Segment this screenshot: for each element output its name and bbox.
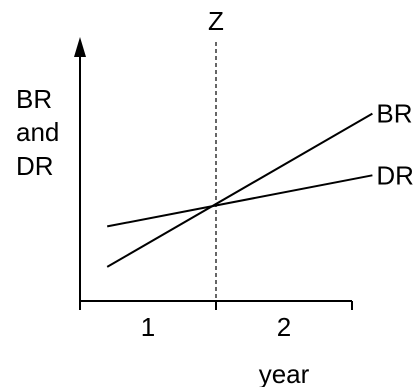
y-axis-label-line-3: DR: [16, 151, 54, 181]
y-axis-arrowhead: [74, 37, 86, 57]
x-axis-label: year: [259, 359, 310, 387]
y-axis-label-line-1: BR: [16, 84, 52, 114]
text-layer: Z BR and DR 1 2 year BR DR: [16, 6, 414, 387]
x-tick-label-1: 1: [141, 312, 155, 342]
series-line-br: [106, 112, 373, 268]
x-tick-label-2: 2: [277, 312, 291, 342]
series-label-br: BR: [376, 99, 412, 129]
marker-label: Z: [208, 6, 224, 36]
axes: [74, 37, 353, 310]
series-layer: [106, 112, 373, 268]
series-line-dr: [107, 174, 373, 228]
y-axis-label-line-2: and: [16, 117, 59, 147]
series-label-dr: DR: [376, 160, 414, 190]
